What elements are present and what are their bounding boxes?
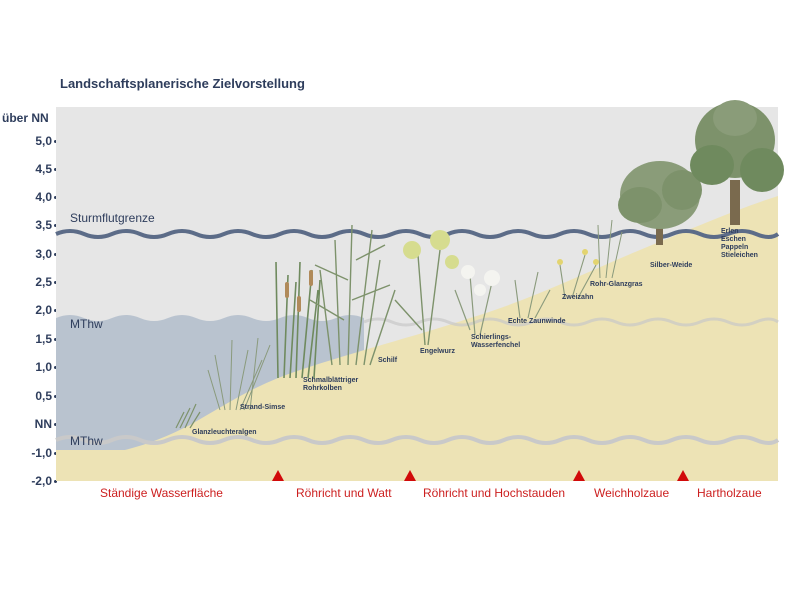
y-tick-dot	[54, 423, 57, 426]
zone-boundary-marker	[404, 470, 416, 481]
y-tick-label: 3,5	[35, 218, 52, 232]
zone-label-wasserflaeche: Ständige Wasserfläche	[100, 486, 223, 500]
y-tick-label: 1,0	[35, 360, 52, 374]
y-tick-label: 2,0	[35, 303, 52, 317]
plant-label-rohrkolben: Schmalblättriger Rohrkolben	[303, 377, 359, 392]
y-tick-dot	[54, 480, 57, 483]
y-tick-label: NN	[34, 417, 52, 431]
y-tick-label: 4,5	[35, 162, 52, 176]
y-tick-dot	[54, 309, 57, 312]
y-tick-label: -2,0	[31, 474, 52, 488]
zone-boundary-marker	[573, 470, 585, 481]
y-tick-dot	[54, 140, 57, 143]
y-tick-label: 0,5	[35, 389, 52, 403]
schilf-plant	[309, 224, 396, 366]
plant-label-zweizahn: Zweizahn	[562, 294, 594, 301]
glanzgras-plant	[597, 219, 623, 279]
strand-simse-plant	[207, 337, 271, 411]
y-tick-dot	[54, 224, 57, 227]
zone-label-hartholzaue: Hartholzaue	[697, 486, 762, 500]
plant-label-engelwurz: Engelwurz	[420, 348, 456, 355]
plant-label-glanzleuchteralgen: Glanzleuchteralgen	[192, 429, 257, 436]
storm-surge-wave	[55, 229, 780, 239]
plant-label-zaunwinde: Echte Zaunwinde	[508, 318, 566, 325]
plant-label-hartholz: Erlen Eschen Pappeln Stieleichen	[721, 228, 758, 259]
mthw-label: MThw	[70, 317, 103, 331]
y-tick-dot	[54, 196, 57, 199]
y-tick-label: 4,0	[35, 190, 52, 204]
glanzleuchteralgen-plant	[175, 403, 201, 429]
mthw-wave	[363, 317, 779, 327]
y-axis-label: über NN	[2, 111, 49, 125]
zaunwinde-plant	[514, 271, 551, 319]
low-water-wave	[55, 435, 780, 445]
storm-surge-label: Sturmflutgrenze	[70, 211, 155, 225]
rohrkolben-plant	[275, 261, 321, 379]
zone-label-roehricht-watt: Röhricht und Watt	[296, 486, 392, 500]
y-tick-label: 2,5	[35, 275, 52, 289]
zone-label-roehricht-hochstauden: Röhricht und Hochstauden	[423, 486, 566, 500]
wasserfenchel-plant	[454, 265, 500, 336]
diagram-title: Landschaftsplanerische Zielvorstellung	[60, 76, 305, 91]
y-tick-label: 3,0	[35, 247, 52, 261]
plant-label-schilf: Schilf	[378, 357, 398, 364]
y-tick-label: 1,5	[35, 332, 52, 346]
y-tick-label: 5,0	[35, 134, 52, 148]
y-tick-dot	[54, 253, 57, 256]
silberweide-plant	[618, 161, 702, 245]
zone-label-weichholzaue: Weichholzaue	[594, 486, 670, 500]
plant-label-glanzgras: Rohr-Glanzgras	[590, 281, 643, 288]
y-tick-dot	[54, 168, 57, 171]
zweizahn-plant	[557, 249, 599, 299]
plant-label-wasserfenchel: Schierlings- Wasserfenchel	[471, 334, 521, 349]
y-tick-dot	[54, 395, 57, 398]
y-tick-label: -1,0	[31, 446, 52, 460]
low-water-sand	[56, 450, 778, 481]
plant-label-silberweide: Silber-Weide	[650, 262, 693, 269]
engelwurz-plant	[394, 230, 459, 346]
zone-boundary-marker	[272, 470, 284, 481]
hartholz-trees	[690, 100, 784, 225]
y-tick-dot	[54, 452, 57, 455]
mtnw-label: MThw	[70, 434, 103, 448]
y-tick-dot	[54, 366, 57, 369]
y-tick-dot	[54, 281, 57, 284]
plant-label-strand-simse: Strand-Simse	[240, 404, 286, 411]
y-tick-dot	[54, 338, 57, 341]
zone-boundary-marker	[677, 470, 689, 481]
